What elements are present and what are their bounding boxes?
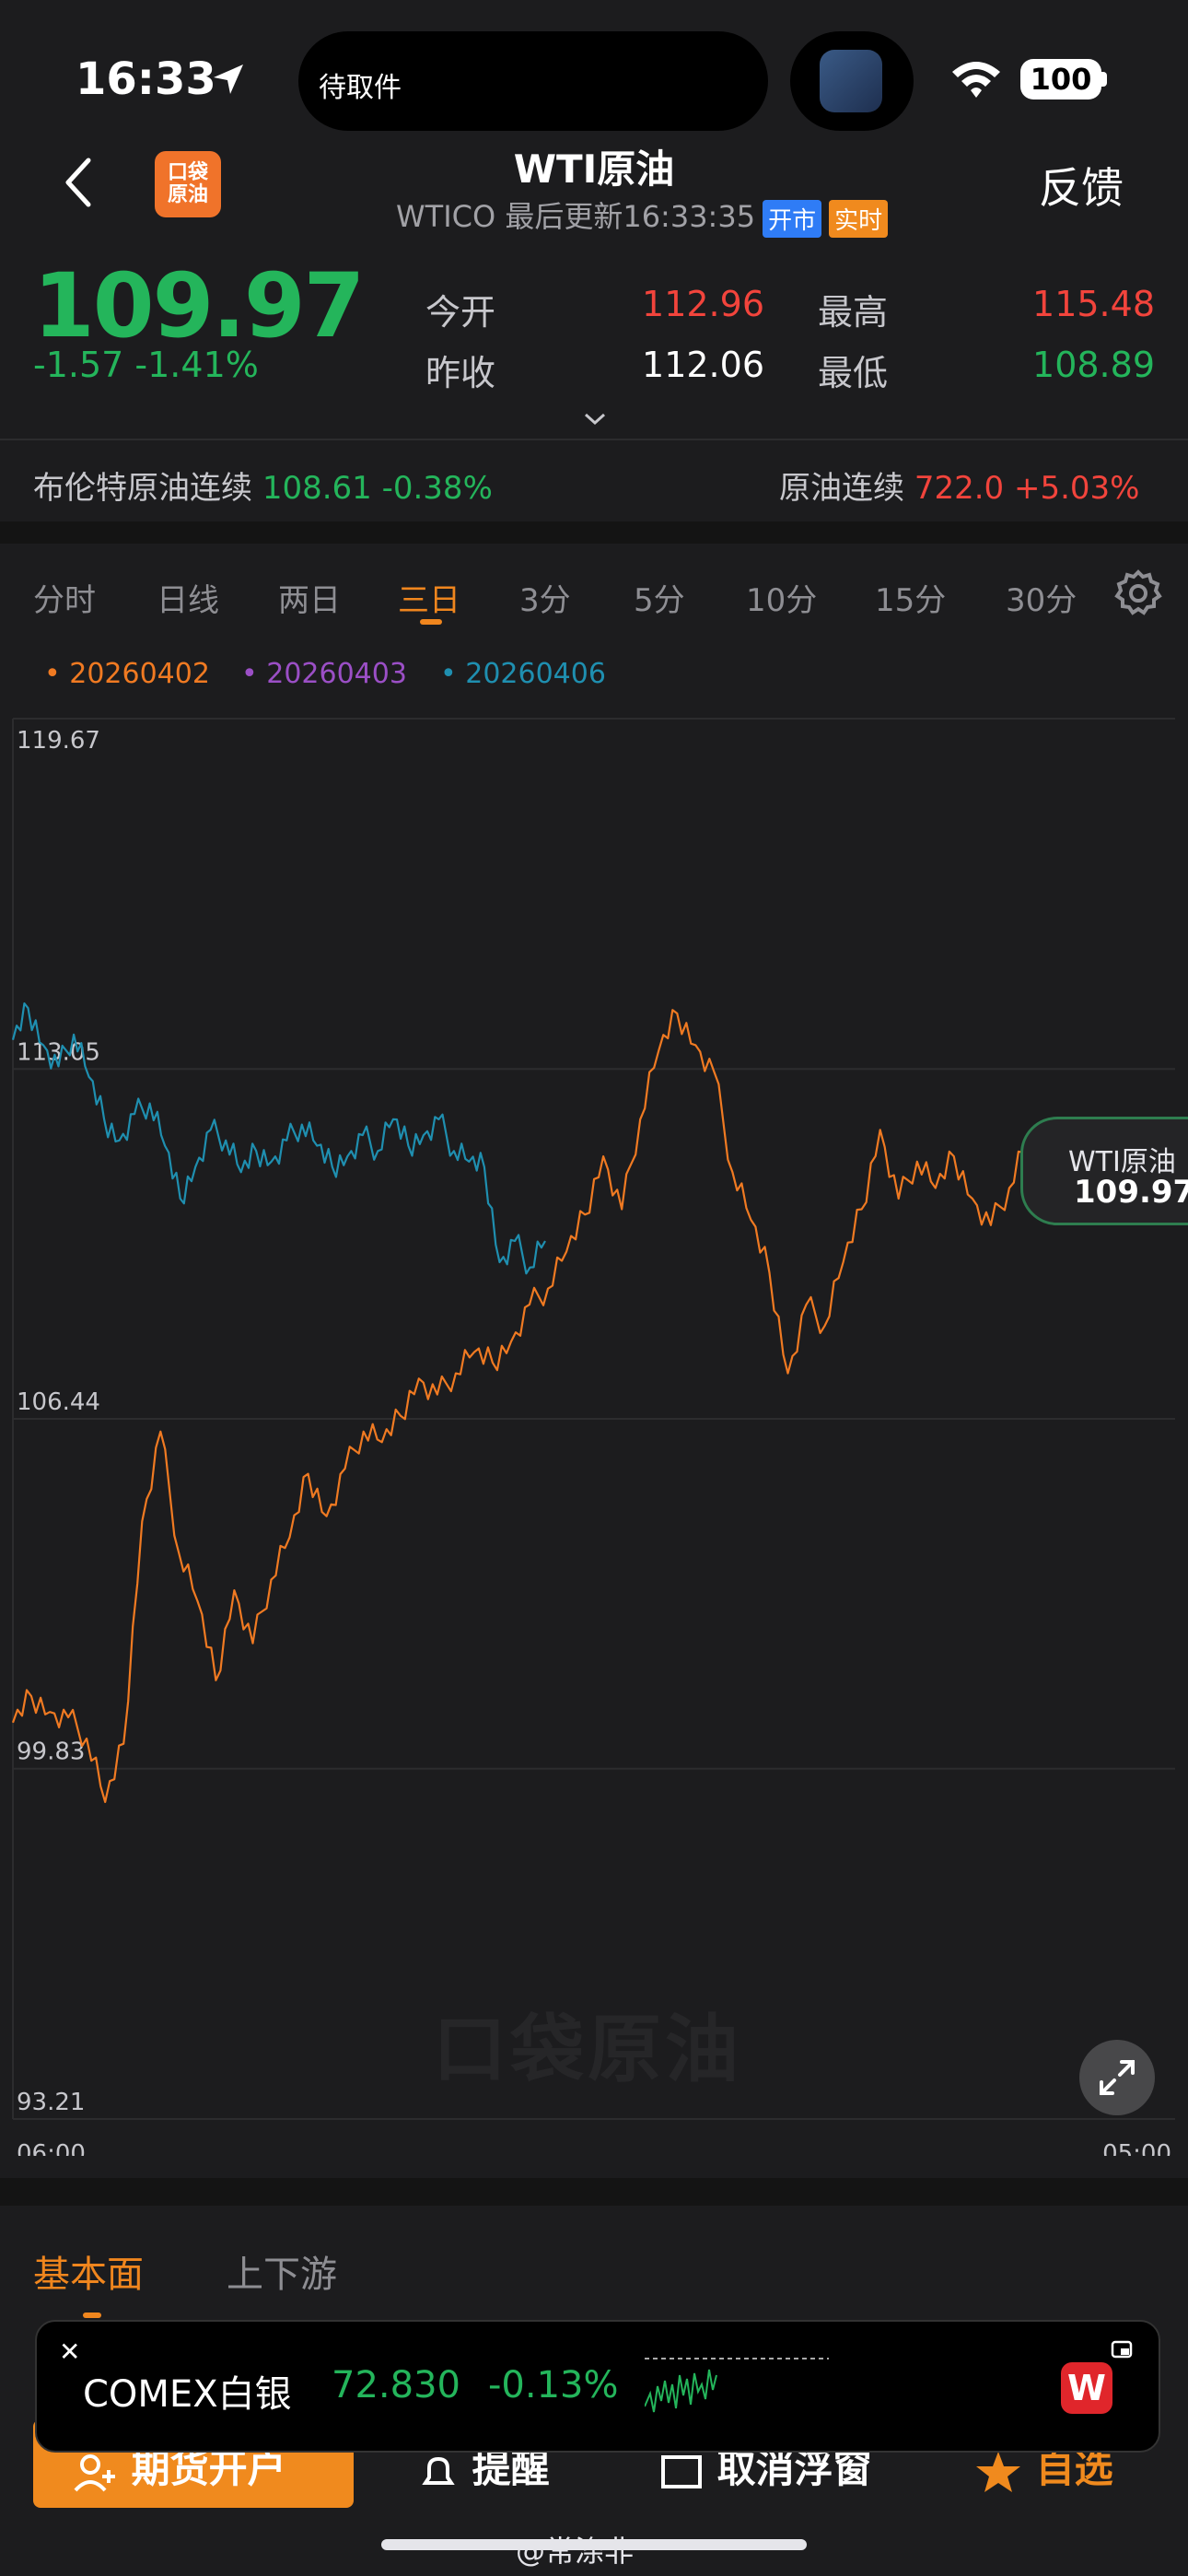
- tab-fundamentals[interactable]: 基本面: [33, 2254, 144, 2296]
- open-label: 今开: [425, 292, 496, 333]
- float-ticker-change: -0.13%: [488, 2364, 619, 2406]
- dynamic-island[interactable]: [298, 31, 768, 131]
- feedback-button[interactable]: 反馈: [1039, 163, 1124, 213]
- tab-15min[interactable]: 15分: [875, 582, 947, 619]
- tag-name: WTI原油: [1068, 1146, 1176, 1178]
- price-change: -1.57 -1.41%: [33, 345, 259, 385]
- legend-series-2-label: 20260403: [266, 658, 407, 690]
- alert-text: 提醒: [472, 2446, 550, 2491]
- low-label: 最低: [818, 353, 889, 393]
- tab-daily[interactable]: 日线: [157, 582, 219, 619]
- back-chevron-icon[interactable]: [61, 155, 98, 210]
- related-crude[interactable]: 原油连续 722.0 +5.03%: [779, 463, 1139, 508]
- watermark: 口袋原油: [433, 2007, 742, 2092]
- bell-icon: [422, 2456, 455, 2485]
- expand-icon: [1100, 2060, 1135, 2095]
- legend-series-2: • 20260403: [241, 658, 407, 690]
- active-tab-indicator: [420, 619, 442, 625]
- tab-3min[interactable]: 3分: [519, 582, 571, 619]
- watchlist-button[interactable]: 自选: [974, 2438, 1113, 2494]
- page-subtitle: WTICO 最后更新16:33:35 开市 实时: [396, 193, 889, 238]
- tag-value: 109.97: [1074, 1174, 1188, 1211]
- y-tick-label: 119.67: [17, 727, 100, 755]
- x-tick-label-start: 06:00: [17, 2140, 86, 2156]
- prev-close-label: 昨收: [425, 353, 496, 393]
- fullscreen-button[interactable]: [1079, 2040, 1155, 2115]
- legend-series-1-label: 20260402: [69, 658, 210, 690]
- market-open-badge: 开市: [763, 199, 822, 238]
- page-title: WTI原油: [513, 146, 675, 192]
- last-price: 109.97: [33, 254, 365, 357]
- open-value: 112.96: [642, 284, 764, 324]
- y-tick-label: 99.83: [17, 1739, 85, 1766]
- float-ticker-name: COMEX白银: [83, 2373, 292, 2416]
- legend-series-3: • 20260406: [440, 658, 606, 690]
- realtime-badge: 实时: [829, 199, 889, 238]
- current-price-tag: [1020, 1117, 1188, 1225]
- gear-icon[interactable]: [1114, 569, 1162, 617]
- tab-two-day[interactable]: 两日: [278, 582, 341, 619]
- legend-series-1: • 20260402: [44, 658, 210, 690]
- battery-indicator: 100: [1020, 59, 1101, 100]
- series-line-20260402: [11, 1009, 1048, 1804]
- y-tick-label: 93.21: [17, 2089, 85, 2116]
- section-separator-bottom: [0, 2178, 1188, 2206]
- battery-tip: [1101, 72, 1107, 87]
- float-sparkline: [645, 2358, 829, 2413]
- wifi-icon: [952, 62, 1000, 98]
- tab-10min[interactable]: 10分: [746, 582, 818, 619]
- change-value: -1.57: [33, 345, 124, 385]
- x-tick-label-end: 05:00: [1102, 2140, 1171, 2156]
- change-percent: -1.41%: [134, 345, 259, 385]
- location-arrow-icon: [214, 64, 243, 94]
- float-app-logo: W: [1061, 2362, 1112, 2414]
- low-value: 108.89: [1032, 345, 1155, 385]
- brent-pct: -0.38%: [381, 470, 493, 507]
- status-time: 16:33: [76, 53, 216, 105]
- brent-name: 布伦特原油连续: [33, 470, 252, 507]
- high-label: 最高: [818, 292, 889, 333]
- divider: [0, 439, 1188, 440]
- tab-5min[interactable]: 5分: [634, 582, 685, 619]
- alert-button[interactable]: 提醒: [418, 2438, 550, 2494]
- home-indicator: [381, 2539, 807, 2550]
- section-separator: [0, 521, 1188, 544]
- star-icon: [976, 2451, 1020, 2492]
- watchlist-text: 自选: [1035, 2446, 1113, 2491]
- last-update: WTICO 最后更新16:33:35: [396, 199, 756, 234]
- island-thumbnail: [820, 50, 882, 112]
- tab-30min[interactable]: 30分: [1006, 582, 1077, 619]
- close-icon[interactable]: ✕: [59, 2336, 81, 2367]
- crude-pct: +5.03%: [1013, 470, 1140, 507]
- legend-series-3-label: 20260406: [465, 658, 606, 690]
- section-tab-indicator: [83, 2313, 101, 2318]
- logo-line2: 原油: [167, 183, 208, 206]
- series-line-20260406: [11, 1002, 546, 1275]
- pip-icon[interactable]: [1111, 2340, 1133, 2359]
- crude-price: 722.0: [914, 470, 1005, 507]
- floating-ticker[interactable]: [35, 2320, 1160, 2453]
- open-account-label: 期货开户: [72, 2438, 286, 2494]
- float-ticker-price: 72.830: [332, 2364, 460, 2406]
- island-text: 待取件: [319, 72, 402, 104]
- brent-price: 108.61: [262, 470, 372, 507]
- y-tick-label: 106.44: [17, 1388, 100, 1416]
- window-icon: [661, 2454, 702, 2488]
- open-account-text: 期货开户: [131, 2446, 286, 2491]
- cancel-float-text: 取消浮窗: [716, 2446, 872, 2491]
- prev-close-value: 112.06: [642, 345, 764, 385]
- tab-intraday[interactable]: 分时: [33, 582, 96, 619]
- add-user-icon: [74, 2453, 115, 2491]
- logo-line1: 口袋: [167, 161, 208, 184]
- tab-supply-chain[interactable]: 上下游: [227, 2254, 337, 2296]
- app-logo[interactable]: 口袋 原油: [155, 151, 221, 217]
- tab-three-day[interactable]: 三日: [398, 582, 460, 619]
- crude-name: 原油连续: [779, 470, 904, 507]
- high-value: 115.48: [1032, 284, 1155, 324]
- cancel-float-button[interactable]: 取消浮窗: [659, 2438, 872, 2494]
- expand-chevron-icon[interactable]: [582, 411, 608, 427]
- related-brent[interactable]: 布伦特原油连续 108.61 -0.38%: [33, 463, 493, 508]
